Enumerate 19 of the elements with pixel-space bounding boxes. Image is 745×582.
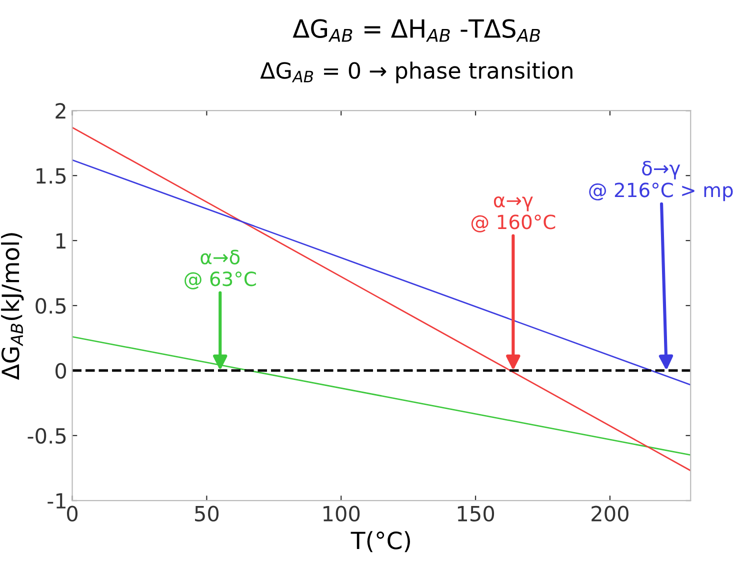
x-tick-label: 100: [324, 506, 360, 522]
y-tick-label: 0.5: [36, 298, 66, 314]
x-tick-label: 200: [592, 506, 628, 522]
annotation: α→δ @ 63°C: [184, 250, 256, 290]
chart-subtitle: ΔG$_{AB}$ = 0 → phase transition: [260, 62, 572, 84]
y-tick-label: -1: [48, 493, 66, 508]
annotation: δ→γ @ 216°C > mp: [589, 160, 733, 202]
x-tick-label: 150: [458, 506, 494, 522]
annotation: α→γ @ 160°C: [471, 196, 556, 232]
y-tick-label: 2: [56, 103, 66, 118]
y-tick-label: 1.5: [36, 168, 66, 184]
x-tick-label: 0: [67, 506, 78, 522]
y-tick-label: 1: [56, 233, 66, 248]
y-axis-title: ΔG$_{AB}$(kJ/mol): [1, 233, 24, 380]
y-tick-label: -0.5: [28, 428, 66, 444]
x-tick-label: 50: [195, 506, 219, 522]
x-axis-title: T(°C): [350, 531, 410, 552]
y-tick-label: 0: [56, 362, 66, 379]
chart-title: ΔG$_{AB}$ = ΔH$_{AB}$ -TΔS$_{AB}$: [292, 19, 540, 42]
